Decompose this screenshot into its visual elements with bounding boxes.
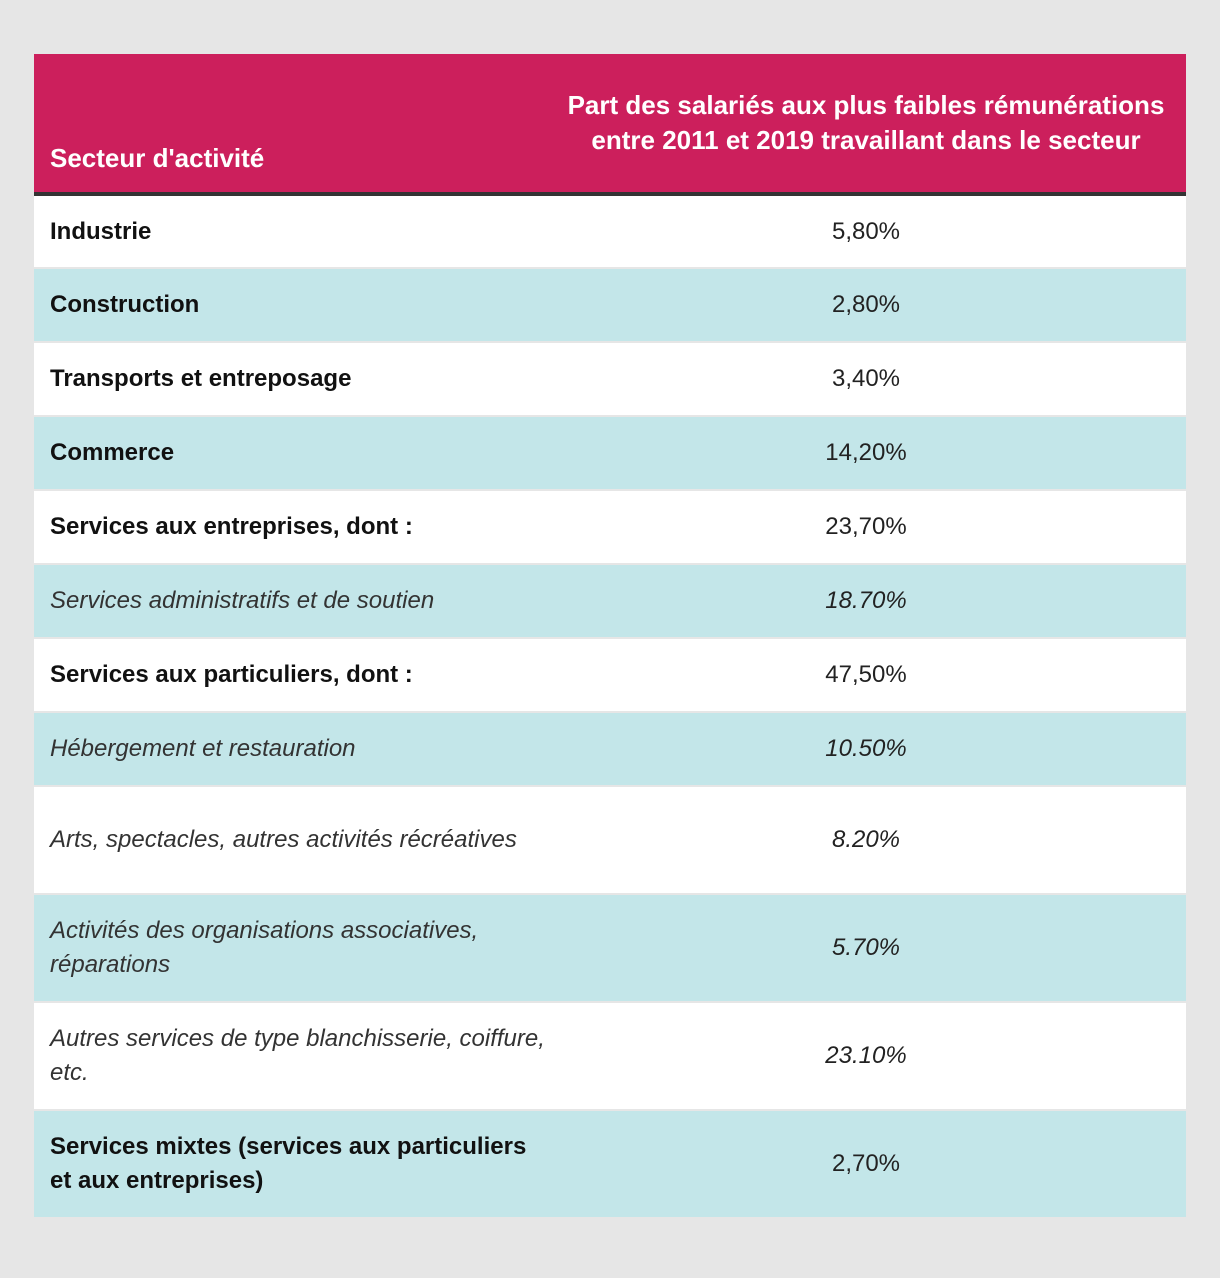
table-row: Industrie 5,80% bbox=[34, 194, 1186, 268]
table-header-row: Secteur d'activité Part des salariés aux… bbox=[34, 54, 1186, 196]
value-cell: 5.70% bbox=[831, 934, 901, 961]
header-sector: Secteur d'activité bbox=[34, 54, 566, 196]
table-row: Hébergement et restauration 10.50% bbox=[34, 712, 1186, 786]
sector-cell: Services aux particuliers, dont : bbox=[50, 661, 413, 688]
sector-cell: Construction bbox=[50, 291, 200, 318]
sector-cell: Industrie bbox=[50, 217, 152, 245]
value-cell: 2,70% bbox=[831, 1150, 901, 1177]
value-cell: 10.50% bbox=[825, 735, 907, 762]
value-cell: 18.70% bbox=[825, 587, 907, 614]
table-row: Services aux particuliers, dont : 47,50% bbox=[34, 638, 1186, 712]
sector-cell: Services aux entreprises, dont : bbox=[50, 513, 413, 540]
table-row: Services mixtes (services aux particulie… bbox=[34, 1110, 1186, 1218]
sector-cell: Transports et entreposage bbox=[50, 365, 352, 392]
sector-cell: Services mixtes (services aux particulie… bbox=[50, 1133, 527, 1194]
value-cell: 23,70% bbox=[825, 513, 907, 540]
table-row: Services aux entreprises, dont : 23,70% bbox=[34, 490, 1186, 564]
header-share: Part des salariés aux plus faibles rémun… bbox=[566, 54, 1186, 196]
value-cell: 8.20% bbox=[831, 826, 901, 853]
data-table-container: Secteur d'activité Part des salariés aux… bbox=[34, 54, 1186, 1219]
value-cell: 3,40% bbox=[831, 365, 901, 392]
table-row: Commerce 14,20% bbox=[34, 416, 1186, 490]
value-cell: 47,50% bbox=[825, 661, 907, 688]
table-row: Activités des organisations associatives… bbox=[34, 894, 1186, 1002]
table-row: Autres services de type blanchisserie, c… bbox=[34, 1002, 1186, 1110]
sector-cell: Commerce bbox=[50, 439, 175, 466]
table-row: Arts, spectacles, autres activités récré… bbox=[34, 786, 1186, 894]
table-row: Construction 2,80% bbox=[34, 268, 1186, 342]
value-cell: 5,80% bbox=[831, 217, 901, 245]
value-cell: 14,20% bbox=[825, 439, 907, 466]
sector-cell: Autres services de type blanchisserie, c… bbox=[50, 1025, 545, 1086]
value-cell: 2,80% bbox=[831, 291, 901, 318]
sector-cell: Arts, spectacles, autres activités récré… bbox=[50, 826, 517, 853]
sector-cell: Hébergement et restauration bbox=[50, 735, 356, 762]
value-cell: 23.10% bbox=[825, 1042, 907, 1069]
sector-share-table: Secteur d'activité Part des salariés aux… bbox=[34, 54, 1186, 1219]
sector-cell: Services administratifs et de soutien bbox=[50, 587, 435, 614]
sector-cell: Activités des organisations associatives… bbox=[50, 917, 479, 978]
table-row: Transports et entreposage 3,40% bbox=[34, 342, 1186, 416]
table-row: Services administratifs et de soutien 18… bbox=[34, 564, 1186, 638]
